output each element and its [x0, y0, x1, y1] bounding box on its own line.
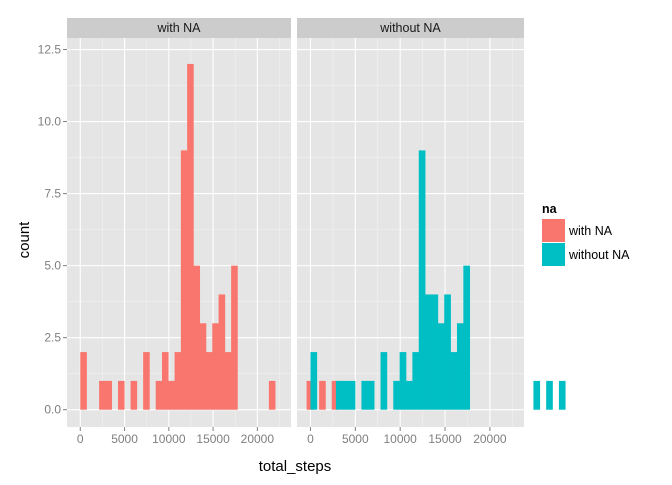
- legend-title: na: [542, 202, 558, 216]
- legend-label-without-na: without NA: [568, 248, 630, 262]
- x-tick-label-with-na: 0: [77, 432, 84, 446]
- histogram-bar-with-na: [130, 380, 138, 410]
- y-tick-label: 12.5: [38, 43, 62, 57]
- histogram-bar-with-na: [174, 352, 182, 410]
- histogram-bar-without-na: [456, 323, 464, 410]
- histogram-bar-without-na: [348, 380, 356, 410]
- x-tick-label-without-na: 10000: [383, 432, 417, 446]
- x-tick-label-without-na: 20000: [473, 432, 507, 446]
- histogram-bar-without-na: [335, 380, 343, 410]
- histogram-bar-without-na: [418, 150, 426, 410]
- histogram-bar-with-na: [155, 380, 163, 410]
- strip-label-without-na: without NA: [379, 21, 441, 35]
- x-tick-label-without-na: 15000: [428, 432, 462, 446]
- histogram-bar-without-na: [367, 380, 375, 410]
- histogram-bar-with-na: [180, 150, 188, 410]
- histogram-bar-with-na: [268, 380, 276, 410]
- histogram-bar-without-na: [406, 380, 413, 410]
- histogram-bar-without-na: [463, 265, 471, 410]
- x-tick-label-without-na: 5000: [342, 432, 369, 446]
- histogram-bar-without-na: [546, 380, 553, 410]
- histogram-bar-with-na: [117, 380, 125, 410]
- strip-label-with-na: with NA: [156, 21, 201, 35]
- axes-layer: 0 5000 10000 15000 20000 0 5000 10000 15000 20000…: [38, 43, 507, 446]
- histogram-bar-without-na: [412, 352, 420, 410]
- histogram-bar-without-na: [425, 294, 432, 410]
- histogram-bar-with-na: [143, 352, 150, 410]
- histogram-bar-with-na: [306, 380, 314, 410]
- histogram-bar-without-na: [450, 352, 458, 410]
- x-tick-label-with-na: 5000: [111, 432, 138, 446]
- histogram-bar-without-na: [444, 294, 451, 410]
- histogram-bar-with-na: [99, 380, 106, 410]
- histogram-bar-with-na: [168, 380, 175, 410]
- legend-swatch-with-na: [542, 219, 565, 242]
- y-tick-label: 2.5: [44, 331, 61, 345]
- x-tick-label-with-na: 10000: [152, 432, 186, 446]
- histogram-bar-without-na: [399, 352, 407, 410]
- legend-label-with-na: with NA: [568, 224, 613, 238]
- y-tick-label: 10.0: [38, 115, 62, 129]
- histogram-bar-without-na: [310, 352, 318, 410]
- histogram-bar-with-na: [231, 265, 238, 410]
- histogram-bar-with-na: [218, 294, 226, 410]
- histogram-bar-without-na: [437, 323, 445, 410]
- histogram-bar-without-na: [558, 380, 566, 410]
- y-tick-label: 0.0: [44, 403, 61, 417]
- bars-layer: [80, 63, 566, 410]
- histogram-bar-with-na: [319, 380, 326, 410]
- histogram-bar-with-na: [212, 323, 219, 410]
- histogram-bar-without-na: [380, 352, 388, 410]
- histogram-bar-without-na: [393, 380, 400, 410]
- histogram-bar-with-na: [206, 352, 213, 410]
- x-axis-title: total_steps: [259, 458, 332, 475]
- histogram-bar-without-na: [533, 380, 541, 410]
- histogram-bar-with-na: [105, 380, 113, 410]
- histogram-bar-with-na: [187, 63, 194, 410]
- x-tick-label-with-na: 15000: [196, 432, 230, 446]
- histogram-bar-without-na: [361, 380, 369, 410]
- histogram-bar-with-na: [162, 352, 169, 410]
- grid-layer: [67, 38, 524, 427]
- strip-without-na: [297, 18, 524, 38]
- histogram-bar-with-na: [199, 323, 207, 410]
- y-tick-label: 5.0: [44, 259, 61, 273]
- histogram-bar-without-na: [431, 294, 439, 410]
- panel-background-without-na: [297, 38, 524, 427]
- legend-swatch-without-na: [542, 243, 565, 266]
- histogram-bar-with-na: [80, 352, 87, 410]
- x-tick-label-with-na: 20000: [241, 432, 275, 446]
- histogram-bar-with-na: [331, 380, 339, 410]
- y-tick-label: 7.5: [44, 187, 61, 201]
- x-tick-label-without-na: 0: [307, 432, 314, 446]
- y-axis-title: count: [16, 221, 33, 259]
- strip-with-na: [67, 18, 291, 38]
- histogram-bar-with-na: [193, 265, 201, 410]
- histogram-bar-with-na: [224, 352, 232, 410]
- histogram-bar-without-na: [342, 380, 349, 410]
- legend: na with NA without NA: [542, 202, 630, 266]
